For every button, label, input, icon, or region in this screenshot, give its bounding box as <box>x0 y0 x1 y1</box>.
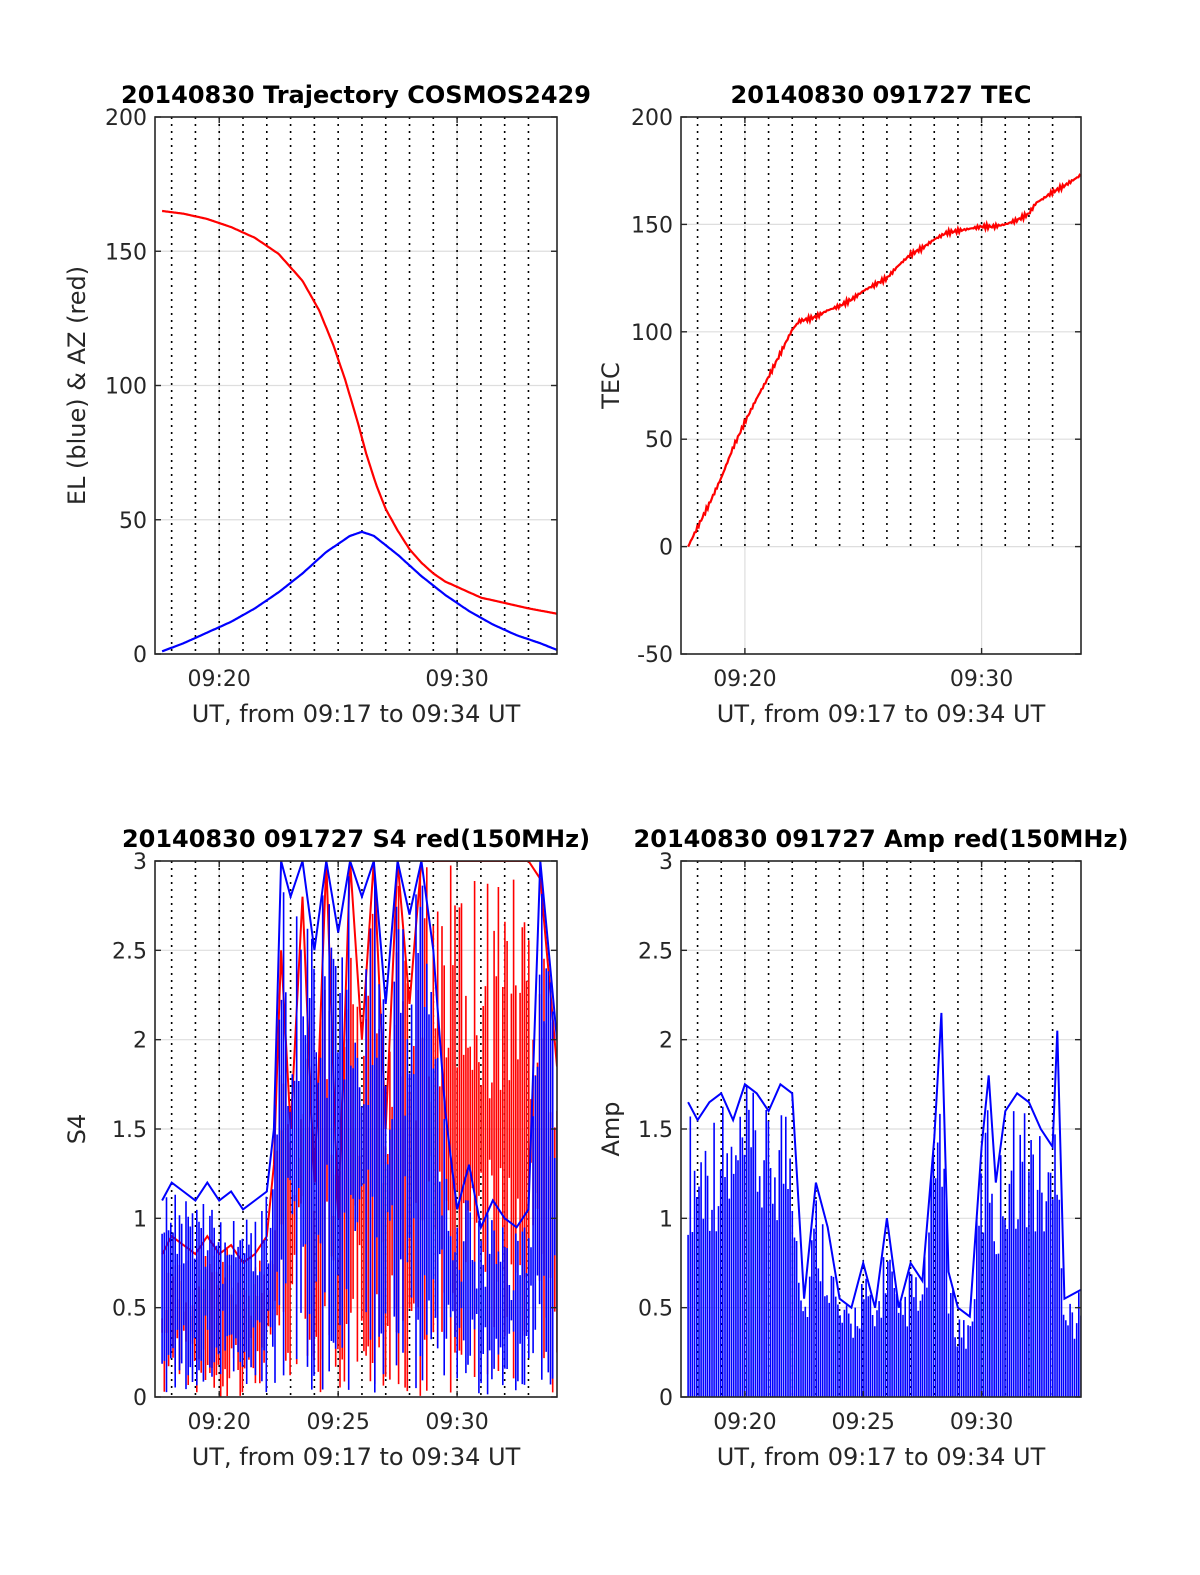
y-tick-label: 0.5 <box>638 1297 673 1322</box>
y-tick-label: 1 <box>133 1207 147 1232</box>
chart-panel-2: -50 0 50 100 150 200 09:20 09:30 20140830 091727… <box>597 81 1082 728</box>
series-group <box>161 209 557 653</box>
x-axis-label: UT, from 09:17 to 09:34 UT <box>192 700 521 728</box>
y-tick-label: 3 <box>133 850 147 875</box>
y-tick-label: 1 <box>659 1207 673 1232</box>
series-group <box>161 861 557 1397</box>
x-axis-label: UT, from 09:17 to 09:34 UT <box>192 1443 521 1471</box>
x-tick-label: 09:25 <box>832 1410 895 1435</box>
x-tick-label: 09:20 <box>188 667 251 692</box>
y-tick-label: 2.5 <box>112 939 147 964</box>
chart-title: 20140830 091727 TEC <box>731 81 1032 109</box>
chart-panel-3: 0 0.5 1 1.5 2 2.5 3 09:20 09:25 09:30 20140830 091… <box>63 825 590 1471</box>
y-tick-label: 1.5 <box>638 1118 673 1143</box>
series-line-2 <box>161 530 557 653</box>
series-line-1 <box>687 1012 1081 1319</box>
y-tick-label: 0 <box>659 1386 673 1411</box>
y-tick-label: 2 <box>133 1029 147 1054</box>
y-tick-label: 50 <box>645 428 673 453</box>
series-spikes-2 <box>161 876 557 1395</box>
chart-title: 20140830 Trajectory COSMOS2429 <box>121 81 591 109</box>
x-axis-label: UT, from 09:17 to 09:34 UT <box>717 700 1046 728</box>
y-axis-label: Amp <box>597 1101 625 1156</box>
chart-title: 20140830 091727 S4 red(150MHz) <box>122 825 590 853</box>
y-tick-label: 150 <box>105 240 147 265</box>
x-tick-label: 09:20 <box>713 1410 776 1435</box>
y-tick-label: 0 <box>133 643 147 668</box>
chart-title: 20140830 091727 Amp red(150MHz) <box>634 825 1129 853</box>
y-tick-label: 1.5 <box>112 1118 147 1143</box>
series-line-2 <box>161 861 557 1231</box>
chart-panel-1: 0 50 100 150 200 09:20 09:30 20140830 Trajector… <box>63 81 591 728</box>
chart-panel-4: 0 0.5 1 1.5 2 2.5 3 09:20 09:25 09:30 20140830 091… <box>597 825 1128 1471</box>
y-tick-label: 0 <box>659 536 673 561</box>
y-tick-label: 0 <box>133 1386 147 1411</box>
series-line-1 <box>162 209 557 615</box>
series-line-1 <box>687 173 1081 548</box>
y-axis-label: EL (blue) & AZ (red) <box>63 266 91 505</box>
y-tick-label: -50 <box>637 643 673 668</box>
y-tick-label: 0.5 <box>112 1297 147 1322</box>
y-tick-label: 2 <box>659 1029 673 1054</box>
y-tick-label: 100 <box>631 321 673 346</box>
plot-area <box>681 117 1081 654</box>
y-tick-label: 200 <box>631 106 673 131</box>
x-tick-label: 09:30 <box>950 1410 1013 1435</box>
x-tick-label: 09:20 <box>188 1410 251 1435</box>
y-axis-label: S4 <box>63 1114 91 1145</box>
x-tick-label: 09:30 <box>950 667 1013 692</box>
y-tick-label: 150 <box>631 213 673 238</box>
series-spikes-1 <box>687 1085 1081 1397</box>
y-tick-label: 100 <box>105 375 147 400</box>
y-tick-label: 2.5 <box>638 939 673 964</box>
x-tick-label: 09:30 <box>425 1410 488 1435</box>
axes-frame <box>680 116 1082 655</box>
y-tick-label: 200 <box>105 106 147 131</box>
y-axis-label: TEC <box>597 362 625 410</box>
y-tick-label: 3 <box>659 850 673 875</box>
x-tick-label: 09:25 <box>306 1410 369 1435</box>
series-group <box>687 173 1081 548</box>
x-tick-label: 09:30 <box>425 667 488 692</box>
series-group <box>687 1012 1081 1397</box>
x-tick-label: 09:20 <box>713 667 776 692</box>
x-axis-label: UT, from 09:17 to 09:34 UT <box>717 1443 1046 1471</box>
series-line-1 <box>161 861 557 1265</box>
y-tick-label: 50 <box>119 509 147 534</box>
